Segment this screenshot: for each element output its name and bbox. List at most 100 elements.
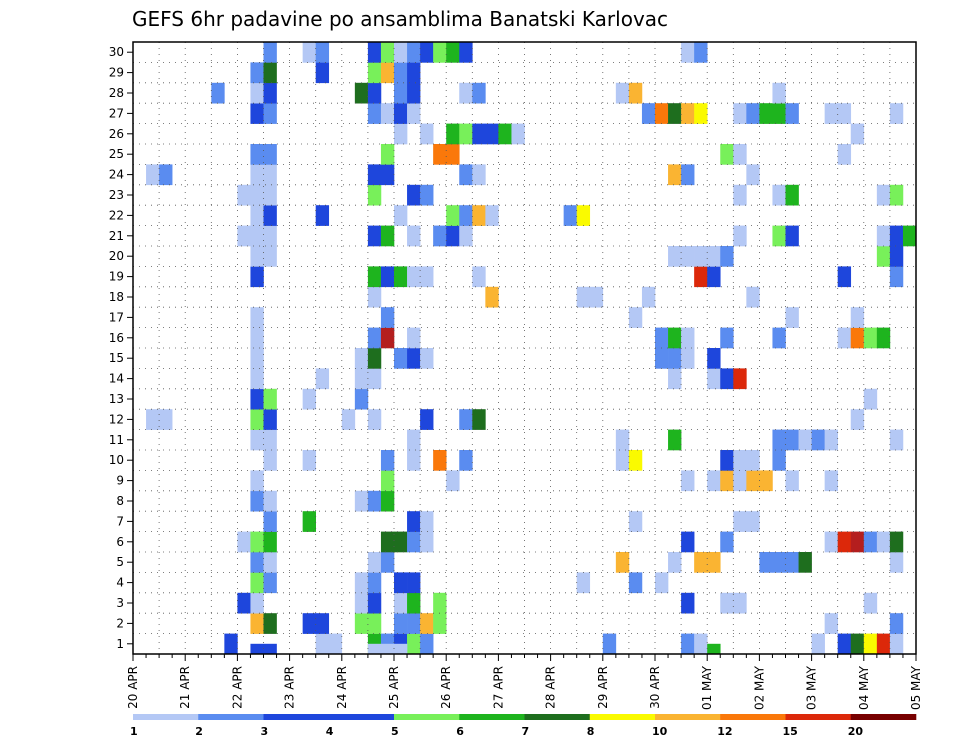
heatmap-cell — [250, 388, 264, 410]
heatmap-cell — [707, 246, 721, 267]
colorbar-label: 2 — [195, 725, 203, 738]
heatmap-cell — [367, 42, 382, 63]
heatmap-cell — [263, 388, 277, 410]
heatmap-cell — [772, 82, 786, 104]
heatmap-cell — [837, 266, 852, 288]
heatmap-cell — [354, 368, 369, 390]
heatmap-cell — [354, 490, 369, 512]
colorbar-label: 15 — [783, 725, 798, 738]
heatmap-cell — [824, 429, 838, 451]
heatmap-cell — [380, 470, 395, 492]
colorbar-swatch — [524, 714, 591, 720]
heatmap-cell — [707, 368, 721, 390]
heatmap-cell — [746, 286, 760, 308]
heatmap-cell — [315, 62, 330, 84]
heatmap-cell — [302, 511, 316, 532]
heatmap-cell — [694, 42, 708, 63]
heatmap-cell — [250, 184, 264, 206]
heatmap-cell — [811, 633, 825, 655]
heatmap-cell — [850, 409, 865, 430]
heatmap-cell — [863, 592, 878, 614]
heatmap-cell — [824, 613, 838, 634]
heatmap-cell — [263, 164, 277, 186]
heatmap-cell — [420, 531, 434, 553]
heatmap-cell — [250, 246, 264, 267]
heatmap-cell — [472, 123, 486, 145]
heatmap-cell — [394, 82, 408, 104]
heatmap-cell — [655, 327, 669, 349]
heatmap-cell — [380, 450, 395, 471]
heatmap-cell — [889, 103, 904, 124]
heatmap-cell — [876, 225, 891, 247]
heatmap-cell — [250, 368, 264, 390]
heatmap-cell — [772, 184, 786, 206]
heatmap-cell — [576, 572, 591, 594]
heatmap-cell — [341, 409, 356, 430]
heatmap-cell — [668, 164, 682, 186]
heatmap-cell — [733, 103, 747, 124]
colorbar-label: 1 — [130, 725, 138, 738]
heatmap-cells — [146, 42, 917, 655]
heatmap-cell — [433, 144, 447, 165]
heatmap-cell — [459, 82, 473, 104]
heatmap-cell — [889, 266, 904, 288]
heatmap-cell — [250, 490, 264, 512]
heatmap-cell — [628, 511, 643, 532]
colorbar-swatch — [720, 714, 786, 720]
heatmap-cell — [785, 470, 799, 492]
heatmap-cell — [485, 286, 499, 308]
heatmap-cell — [772, 327, 786, 349]
y-tick-label: 4 — [116, 576, 124, 590]
colorbar-label: 12 — [717, 725, 732, 738]
x-tick-label: 04 MAY — [857, 665, 871, 710]
heatmap-cell — [407, 327, 421, 349]
heatmap-cell — [263, 490, 277, 512]
heatmap-cell — [889, 633, 904, 655]
heatmap-cell — [798, 429, 812, 451]
heatmap-cell — [681, 531, 695, 553]
heatmap-cell — [576, 205, 591, 226]
chart-title: GEFS 6hr padavine po ansamblima Banatski… — [132, 7, 668, 31]
x-tick-label: 28 APR — [544, 666, 558, 709]
y-tick-label: 22 — [109, 208, 124, 222]
heatmap-cell — [446, 470, 460, 492]
heatmap-cell — [263, 184, 277, 206]
heatmap-cell — [250, 572, 264, 594]
colorbar-label: 5 — [391, 725, 399, 738]
heatmap-cell — [824, 470, 838, 492]
heatmap-cell — [263, 144, 277, 165]
heatmap-cell — [354, 348, 369, 369]
heatmap-cell — [354, 82, 369, 104]
heatmap-cell — [263, 572, 277, 594]
heatmap-cell — [263, 552, 277, 573]
heatmap-cell — [146, 164, 160, 186]
heatmap-cell — [250, 348, 264, 369]
heatmap-cell — [250, 643, 264, 654]
heatmap-cell — [446, 225, 460, 247]
heatmap-cell — [589, 286, 604, 308]
heatmap-cell — [772, 103, 786, 124]
heatmap-cell — [263, 643, 277, 654]
heatmap-cell — [302, 388, 316, 410]
heatmap-cell — [367, 103, 382, 124]
heatmap-cell — [889, 246, 904, 267]
heatmap-cell — [407, 62, 421, 84]
heatmap-cell — [367, 409, 382, 430]
heatmap-cell — [394, 205, 408, 226]
heatmap-cell — [668, 246, 682, 267]
heatmap-cell — [250, 82, 264, 104]
heatmap-cell — [407, 450, 421, 471]
grid-lines — [133, 42, 916, 654]
heatmap-cell — [263, 62, 277, 84]
heatmap-cell — [407, 42, 421, 63]
heatmap-cell — [263, 103, 277, 124]
x-tick-label: 03 MAY — [805, 665, 819, 710]
heatmap-cell — [798, 552, 812, 573]
heatmap-cell — [628, 82, 643, 104]
heatmap-cell — [902, 225, 917, 247]
heatmap-cell — [824, 531, 838, 553]
colorbar-label: 4 — [326, 725, 334, 738]
heatmap-cell — [302, 450, 316, 471]
heatmap-cell — [850, 327, 865, 349]
y-tick-label: 11 — [109, 433, 124, 447]
